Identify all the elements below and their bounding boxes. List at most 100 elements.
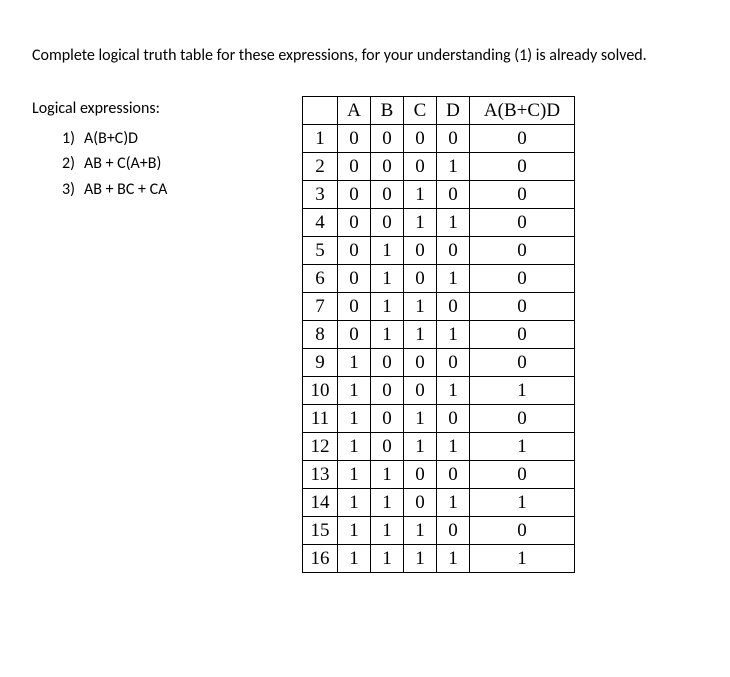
value-cell: 0 xyxy=(437,349,470,377)
value-cell: 1 xyxy=(338,433,371,461)
row-index-cell: 6 xyxy=(303,265,338,293)
row-index-cell: 14 xyxy=(303,489,338,517)
table-row: 1210111 xyxy=(303,433,575,461)
value-cell: 1 xyxy=(404,517,437,545)
value-cell: 1 xyxy=(338,517,371,545)
table-row: 701100 xyxy=(303,293,575,321)
row-index-cell: 8 xyxy=(303,321,338,349)
value-cell: 0 xyxy=(338,237,371,265)
table-row: 1411011 xyxy=(303,489,575,517)
value-cell: 1 xyxy=(404,405,437,433)
value-cell: 0 xyxy=(404,349,437,377)
table-row: 1311000 xyxy=(303,461,575,489)
table-row: 400110 xyxy=(303,209,575,237)
expressions-list: 1)A(B+C)D 2)AB + C(A+B) 3)AB + BC + CA xyxy=(32,126,262,203)
value-cell: 1 xyxy=(404,181,437,209)
result-cell: 0 xyxy=(470,209,575,237)
value-cell: 1 xyxy=(404,209,437,237)
col-header-a: A xyxy=(338,97,371,125)
table-row: 1611111 xyxy=(303,545,575,573)
result-cell: 0 xyxy=(470,461,575,489)
row-index-cell: 16 xyxy=(303,545,338,573)
value-cell: 0 xyxy=(437,461,470,489)
value-cell: 0 xyxy=(338,209,371,237)
table-row: 1010011 xyxy=(303,377,575,405)
expression-number: 2) xyxy=(62,151,84,177)
expression-number: 1) xyxy=(62,126,84,152)
value-cell: 0 xyxy=(371,433,404,461)
row-index-cell: 13 xyxy=(303,461,338,489)
value-cell: 0 xyxy=(437,517,470,545)
value-cell: 1 xyxy=(437,377,470,405)
value-cell: 0 xyxy=(371,125,404,153)
value-cell: 0 xyxy=(371,181,404,209)
row-index-cell: 12 xyxy=(303,433,338,461)
row-index-cell: 3 xyxy=(303,181,338,209)
expression-text: AB + BC + CA xyxy=(84,180,167,199)
value-cell: 1 xyxy=(371,321,404,349)
col-header-c: C xyxy=(404,97,437,125)
row-index-cell: 7 xyxy=(303,293,338,321)
value-cell: 0 xyxy=(338,181,371,209)
value-cell: 1 xyxy=(371,265,404,293)
value-cell: 0 xyxy=(404,237,437,265)
result-cell: 0 xyxy=(470,153,575,181)
content-row: Logical expressions: 1)A(B+C)D 2)AB + C(… xyxy=(32,96,698,573)
value-cell: 1 xyxy=(371,461,404,489)
table-header-row: A B C D A(B+C)D xyxy=(303,97,575,125)
value-cell: 0 xyxy=(404,377,437,405)
value-cell: 1 xyxy=(437,489,470,517)
value-cell: 1 xyxy=(371,489,404,517)
value-cell: 1 xyxy=(437,545,470,573)
value-cell: 1 xyxy=(404,321,437,349)
table-row: 601010 xyxy=(303,265,575,293)
row-index-cell: 4 xyxy=(303,209,338,237)
row-index-cell: 11 xyxy=(303,405,338,433)
table-row: 801110 xyxy=(303,321,575,349)
col-header-index xyxy=(303,97,338,125)
value-cell: 0 xyxy=(404,461,437,489)
row-index-cell: 1 xyxy=(303,125,338,153)
table-row: 1511100 xyxy=(303,517,575,545)
value-cell: 0 xyxy=(437,293,470,321)
table-row: 200010 xyxy=(303,153,575,181)
row-index-cell: 10 xyxy=(303,377,338,405)
expression-item: 1)A(B+C)D xyxy=(62,126,262,152)
value-cell: 1 xyxy=(437,433,470,461)
value-cell: 1 xyxy=(437,265,470,293)
result-cell: 0 xyxy=(470,321,575,349)
value-cell: 1 xyxy=(437,209,470,237)
value-cell: 0 xyxy=(437,125,470,153)
value-cell: 1 xyxy=(437,321,470,349)
expression-item: 3)AB + BC + CA xyxy=(62,177,262,203)
result-cell: 0 xyxy=(470,293,575,321)
value-cell: 0 xyxy=(404,153,437,181)
table-row: 100000 xyxy=(303,125,575,153)
value-cell: 0 xyxy=(371,377,404,405)
expression-item: 2)AB + C(A+B) xyxy=(62,151,262,177)
table-row: 501000 xyxy=(303,237,575,265)
value-cell: 0 xyxy=(437,405,470,433)
col-header-b: B xyxy=(371,97,404,125)
expression-number: 3) xyxy=(62,177,84,203)
row-index-cell: 5 xyxy=(303,237,338,265)
result-cell: 1 xyxy=(470,377,575,405)
table-row: 910000 xyxy=(303,349,575,377)
value-cell: 1 xyxy=(338,461,371,489)
value-cell: 0 xyxy=(338,293,371,321)
value-cell: 1 xyxy=(338,377,371,405)
row-index-cell: 9 xyxy=(303,349,338,377)
value-cell: 0 xyxy=(338,125,371,153)
value-cell: 1 xyxy=(371,293,404,321)
value-cell: 1 xyxy=(404,433,437,461)
intro-text: Complete logical truth table for these e… xyxy=(32,44,692,68)
col-header-d: D xyxy=(437,97,470,125)
col-header-result: A(B+C)D xyxy=(470,97,575,125)
row-index-cell: 15 xyxy=(303,517,338,545)
value-cell: 0 xyxy=(404,125,437,153)
expression-text: AB + C(A+B) xyxy=(84,154,161,173)
result-cell: 0 xyxy=(470,405,575,433)
result-cell: 1 xyxy=(470,545,575,573)
value-cell: 1 xyxy=(338,489,371,517)
value-cell: 1 xyxy=(371,517,404,545)
